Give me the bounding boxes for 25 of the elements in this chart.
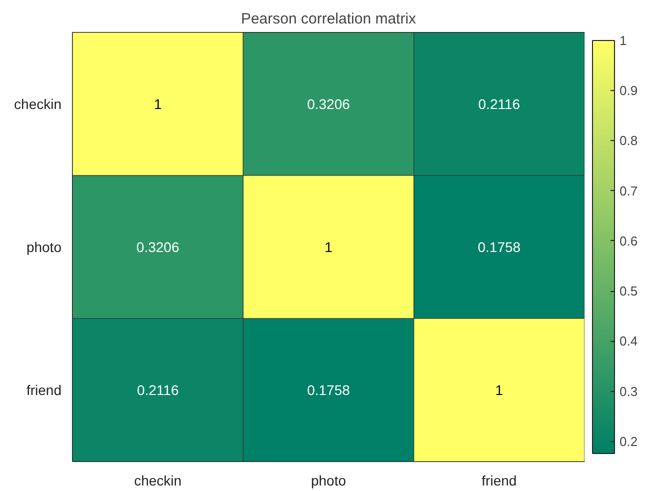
color-bar-label: 1 (620, 33, 627, 48)
data-label: 1 (324, 239, 333, 255)
data-label: 0.2116 (136, 382, 179, 398)
y-tick-label: friend (26, 382, 62, 398)
x-tick-label: photo (310, 472, 346, 488)
chart-title: Pearson correlation matrix (240, 10, 417, 28)
color-bar-label: 0.2 (620, 434, 638, 449)
data-label: 0.1758 (307, 382, 350, 398)
data-label: 0.1758 (478, 239, 521, 255)
data-label: 0.3206 (136, 239, 180, 255)
color-bar-label: 0.6 (620, 233, 638, 248)
color-bar-label: 0.7 (620, 183, 638, 198)
y-tick-label: checkin (14, 96, 62, 112)
color-bar-label: 0.4 (620, 334, 638, 349)
color-bar-label: 0.5 (620, 284, 638, 299)
color-bar-label: 0.3 (620, 384, 638, 399)
color-bar-label: 0.8 (620, 133, 638, 148)
x-tick-label: friend (482, 472, 517, 488)
data-label: 0.2116 (478, 96, 520, 112)
y-tick-label: photo (26, 239, 62, 255)
data-label: 0.3206 (307, 96, 350, 112)
data-label: 1 (154, 96, 162, 112)
x-tick-label: checkin (134, 472, 182, 488)
color-bar-label: 0.9 (620, 83, 638, 98)
data-label: 1 (495, 382, 504, 398)
